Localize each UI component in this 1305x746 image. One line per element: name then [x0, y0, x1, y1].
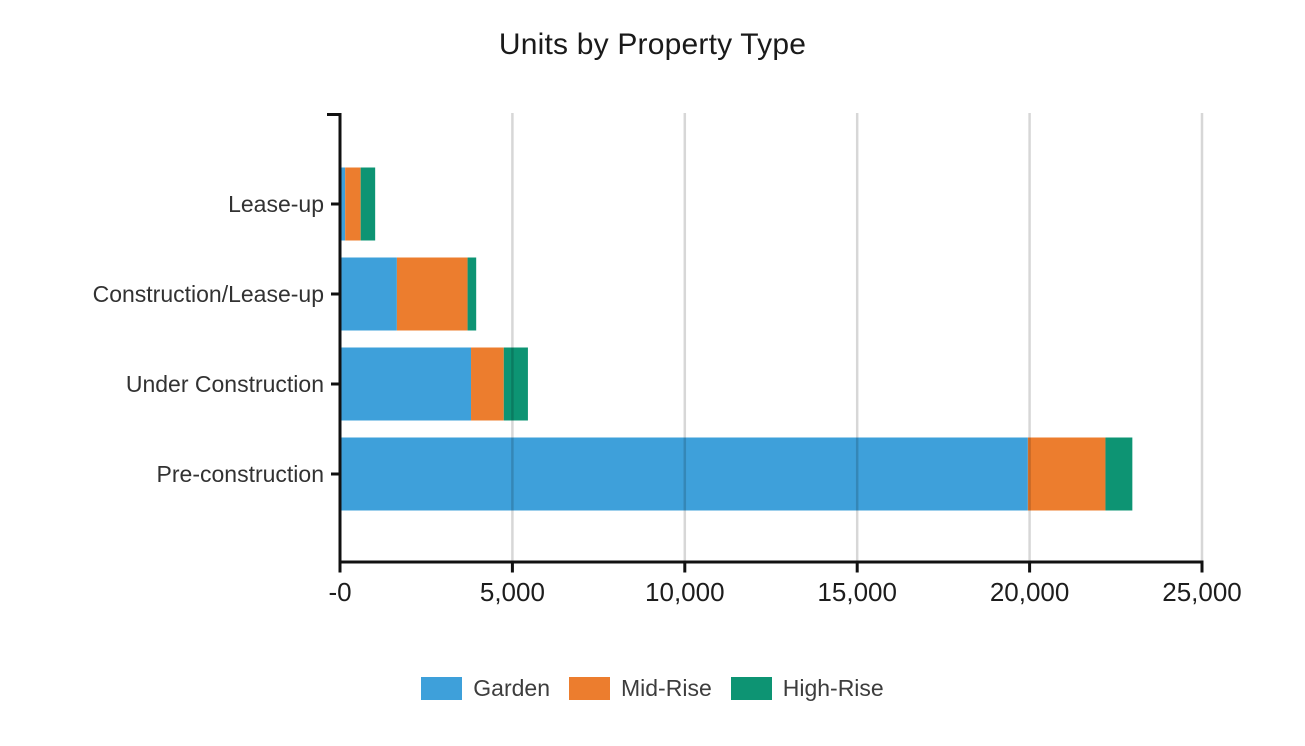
legend-item-garden: Garden	[421, 675, 550, 702]
legend-label: Mid-Rise	[621, 675, 712, 701]
y-axis-label: Construction/Lease-up	[93, 281, 324, 307]
bar-segment-mid-rise	[471, 347, 504, 421]
legend-item-mid-rise: Mid-Rise	[569, 675, 712, 702]
y-axis-label: Under Construction	[126, 371, 324, 397]
x-tick-label: 15,000	[817, 577, 897, 607]
bar-segment-high-rise	[503, 347, 528, 421]
legend-swatch-icon	[730, 677, 772, 700]
bar-segment-mid-rise	[1027, 437, 1106, 511]
x-tick-label: 25,000	[1162, 577, 1242, 607]
x-tick-label: 10,000	[645, 577, 725, 607]
legend-label: Garden	[473, 675, 550, 701]
legend-item-high-rise: High-Rise	[730, 675, 884, 702]
bar-segment-garden	[340, 437, 1028, 511]
legend-swatch-icon	[421, 677, 463, 700]
bar-segment-high-rise	[360, 167, 376, 241]
bar-segment-high-rise	[1105, 437, 1133, 511]
chart-title: Units by Property Type	[498, 28, 807, 61]
x-tick-label: 5,000	[480, 577, 545, 607]
bar-segment-garden	[340, 167, 346, 241]
x-tick-label: 20,000	[990, 577, 1070, 607]
bar-segment-garden	[340, 257, 397, 331]
bar-segment-mid-rise	[396, 257, 468, 331]
legend-label: High-Rise	[782, 675, 884, 701]
legend: Garden Mid-Rise High-Rise	[0, 675, 1305, 702]
bar-segment-mid-rise	[345, 167, 361, 241]
y-axis-label: Lease-up	[228, 191, 324, 217]
legend-swatch-icon	[569, 677, 610, 700]
bar-segment-high-rise	[467, 257, 477, 331]
x-tick-label: -0	[328, 577, 351, 607]
bar-segment-garden	[340, 347, 472, 421]
y-axis-label: Pre-construction	[157, 461, 324, 487]
